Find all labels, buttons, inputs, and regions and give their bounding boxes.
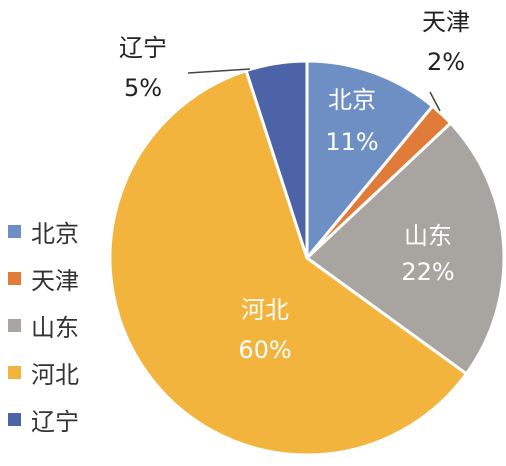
legend-item-shandong: 山东	[8, 302, 79, 349]
leader-line-liaoning	[187, 68, 251, 74]
legend-label: 辽宁	[31, 408, 79, 436]
legend-label: 河北	[31, 361, 79, 389]
slice-value-hebei: 60%	[238, 336, 291, 364]
slice-value-beijing: 11%	[325, 128, 378, 156]
legend-item-tianjin: 天津	[8, 255, 79, 302]
slice-label-shandong: 山东	[404, 222, 452, 250]
legend-swatch-tianjin	[8, 272, 21, 285]
legend-swatch-hebei	[8, 366, 21, 379]
slice-label-beijing: 北京	[328, 86, 376, 114]
slice-label-liaoning: 辽宁	[119, 34, 167, 62]
leader-line-tianjin	[429, 91, 441, 112]
slice-value-shandong: 22%	[401, 258, 454, 286]
legend-item-beijing: 北京	[8, 208, 79, 255]
legend-item-liaoning: 辽宁	[8, 396, 79, 443]
legend-label: 天津	[31, 267, 79, 295]
legend-label: 山东	[31, 314, 79, 342]
slice-label-tianjin: 天津	[422, 8, 470, 36]
legend-swatch-shandong	[8, 319, 21, 332]
pie-slice-shandong	[305, 121, 506, 376]
slice-value-liaoning: 5%	[124, 74, 162, 102]
pie-slice-hebei	[108, 69, 468, 457]
legend-label: 北京	[31, 220, 79, 248]
legend-swatch-beijing	[8, 225, 21, 238]
legend: 北京 天津 山东 河北 辽宁	[8, 208, 79, 443]
legend-swatch-liaoning	[8, 413, 21, 426]
pie-slice-beijing	[305, 59, 435, 260]
legend-item-hebei: 河北	[8, 349, 79, 396]
slice-label-hebei: 河北	[241, 296, 289, 324]
slice-value-tianjin: 2%	[427, 48, 465, 76]
pie-slice-liaoning	[244, 59, 309, 260]
